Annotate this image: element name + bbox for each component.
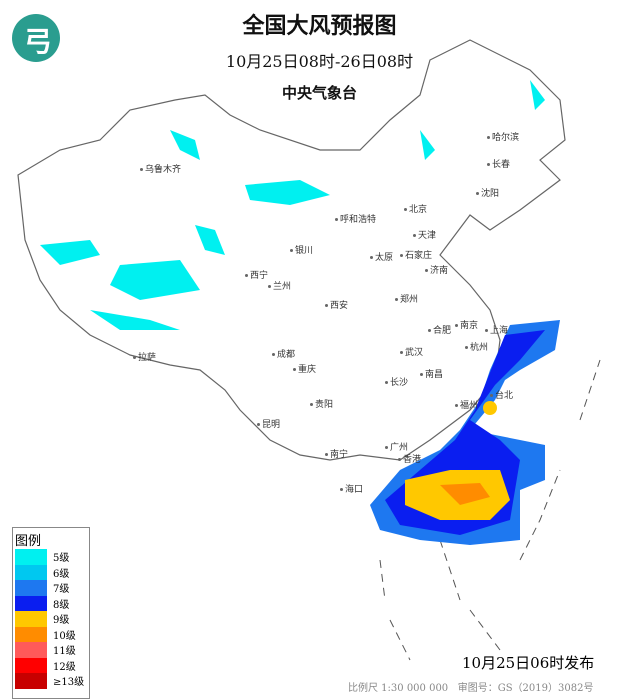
legend-label: 9级 bbox=[53, 615, 70, 627]
issuer: 中央气象台 bbox=[281, 84, 357, 102]
city-label: 重庆 bbox=[293, 362, 316, 375]
city-label: 上海 bbox=[485, 323, 508, 336]
legend-item: 9级 bbox=[13, 611, 89, 627]
city-label: 天津 bbox=[413, 228, 436, 241]
city-label: 石家庄 bbox=[400, 248, 432, 261]
city-label: 西安 bbox=[325, 298, 348, 311]
legend-swatch bbox=[15, 611, 47, 627]
city-label: 南京 bbox=[455, 318, 478, 331]
city-label: 昆明 bbox=[257, 417, 280, 430]
legend-item: ≥13级 bbox=[13, 673, 89, 689]
map-title: 全国大风预报图 bbox=[242, 13, 397, 39]
legend-swatch bbox=[15, 595, 47, 611]
city-label: 哈尔滨 bbox=[487, 130, 519, 143]
city-label: 乌鲁木齐 bbox=[140, 162, 181, 175]
legend-item: 10级 bbox=[13, 626, 89, 642]
city-label: 西宁 bbox=[245, 268, 268, 281]
legend-item: 8级 bbox=[13, 595, 89, 611]
legend-swatch bbox=[15, 642, 47, 658]
city-label: 郑州 bbox=[395, 292, 418, 305]
city-label: 北京 bbox=[404, 202, 427, 215]
legend-swatch bbox=[15, 657, 47, 673]
legend-item: 7级 bbox=[13, 580, 89, 596]
city-label: 南宁 bbox=[325, 447, 348, 460]
cma-logo-icon: 弓 bbox=[12, 14, 60, 62]
city-label: 长春 bbox=[487, 157, 510, 170]
legend-swatch bbox=[15, 580, 47, 596]
legend: 图例 5级 6级 7级 8级 9级 10级 11级 12级 ≥13级 bbox=[12, 527, 90, 699]
city-label: 济南 bbox=[425, 263, 448, 276]
city-label: 拉萨 bbox=[133, 350, 156, 363]
city-label: 武汉 bbox=[400, 345, 423, 358]
issue-time: 10月25日06时发布 bbox=[462, 654, 595, 672]
city-label: 海口 bbox=[340, 482, 363, 495]
forecast-period: 10月25日08时-26日08时 bbox=[225, 52, 414, 71]
legend-item: 6级 bbox=[13, 564, 89, 580]
approval-number: 审图号：GS（2019）3082号 bbox=[457, 683, 594, 694]
legend-swatch bbox=[15, 549, 47, 565]
city-label: 太原 bbox=[370, 250, 393, 263]
city-label: 杭州 bbox=[465, 340, 488, 353]
legend-label: 5级 bbox=[53, 553, 70, 565]
city-label: 呼和浩特 bbox=[335, 212, 376, 225]
legend-swatch bbox=[15, 626, 47, 642]
city-label: 沈阳 bbox=[476, 186, 499, 199]
nine-dash-line bbox=[379, 359, 601, 661]
legend-item: 11级 bbox=[13, 642, 89, 658]
legend-label: 12级 bbox=[53, 661, 76, 673]
legend-label: 7级 bbox=[53, 584, 70, 596]
scale-text: 比例尺 1:30 000 000 bbox=[348, 683, 449, 694]
legend-item: 5级 bbox=[13, 549, 89, 565]
city-label: 福州 bbox=[455, 398, 478, 411]
wind-area-southeast bbox=[370, 320, 560, 545]
city-label: 长沙 bbox=[385, 375, 408, 388]
city-label: 银川 bbox=[290, 243, 313, 256]
map-footer: 比例尺 1:30 000 000 审图号：GS（2019）3082号 bbox=[348, 679, 593, 694]
legend-label: 8级 bbox=[53, 599, 70, 611]
wind-area-northwest bbox=[40, 80, 545, 330]
legend-label: 11级 bbox=[53, 646, 76, 658]
legend-label: 10级 bbox=[53, 630, 76, 642]
legend-label: 6级 bbox=[53, 568, 70, 580]
city-label: 香港 bbox=[398, 452, 421, 465]
legend-swatch bbox=[15, 673, 47, 689]
legend-item: 12级 bbox=[13, 657, 89, 673]
city-label: 兰州 bbox=[268, 279, 291, 292]
legend-label: ≥13级 bbox=[53, 677, 85, 689]
legend-swatch bbox=[15, 564, 47, 580]
city-label: 合肥 bbox=[428, 323, 451, 336]
city-label: 贵阳 bbox=[310, 397, 333, 410]
legend-title: 图例 bbox=[15, 534, 42, 549]
city-label: 南昌 bbox=[420, 367, 443, 380]
city-label: 广州 bbox=[385, 440, 408, 453]
city-label: 台北 bbox=[490, 388, 513, 401]
city-label: 成都 bbox=[272, 347, 295, 360]
